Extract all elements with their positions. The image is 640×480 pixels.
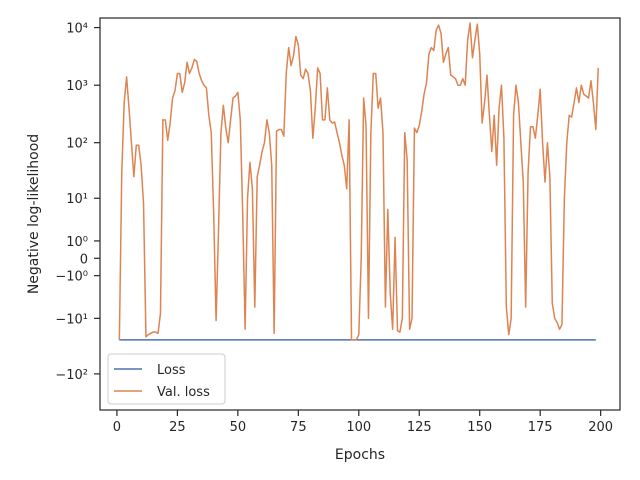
x-axis: 0 25 50 75 100 125 150 175 200 <box>113 410 613 435</box>
x-tick-label: 50 <box>230 420 247 435</box>
x-tick-label: 75 <box>290 420 307 435</box>
y-tick-label: 10⁴ <box>66 22 88 37</box>
y-tick-label: −10² <box>55 368 88 383</box>
plot-area <box>99 17 621 411</box>
y-tick-label: 10³ <box>66 79 88 94</box>
x-tick-label: 150 <box>467 420 492 435</box>
y-tick-label: 0 <box>80 252 88 267</box>
y-tick-label: 10² <box>66 137 88 152</box>
y-tick-label: −10⁰ <box>55 270 88 285</box>
x-tick-label: 25 <box>169 420 186 435</box>
y-axis: 10⁴ 10³ 10² 10¹ 10⁰ 0 −10⁰ −10¹ −10² <box>55 22 100 383</box>
x-tick-label: 100 <box>346 420 371 435</box>
x-tick-label: 0 <box>113 420 121 435</box>
legend-label: Loss <box>157 363 186 378</box>
legend: Loss Val. loss <box>107 353 226 405</box>
series-lines <box>118 22 599 341</box>
y-tick-label: −10¹ <box>55 312 88 327</box>
x-tick-label: 175 <box>528 420 553 435</box>
y-tick-label: 10¹ <box>66 192 88 207</box>
y-tick-label: 10⁰ <box>66 235 88 250</box>
plot-frame <box>99 17 621 411</box>
plot-background <box>100 18 620 410</box>
x-tick-label: 125 <box>407 420 432 435</box>
y-axis-title: Negative log-likelihood <box>26 134 42 294</box>
series-line-val-loss <box>118 22 599 341</box>
legend-label: Val. loss <box>157 385 210 400</box>
x-axis-title: Epochs <box>335 447 385 463</box>
x-tick-label: 200 <box>588 420 613 435</box>
